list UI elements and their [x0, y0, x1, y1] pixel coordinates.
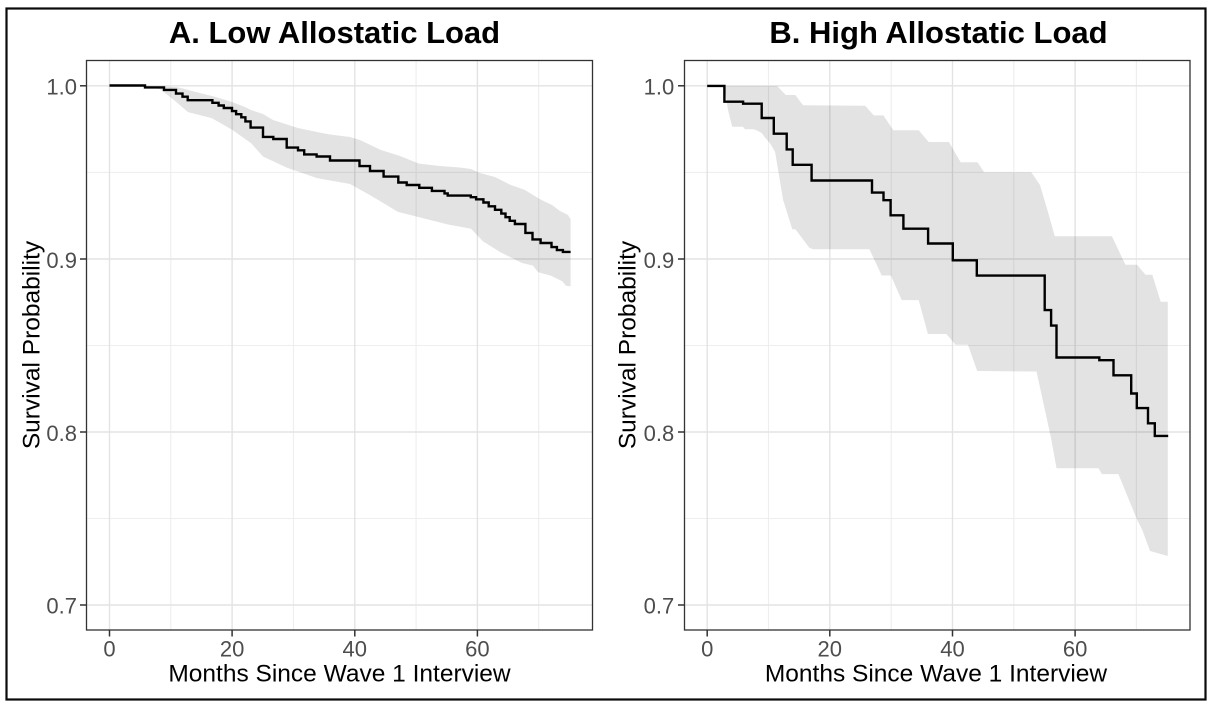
svg-text:20: 20 — [818, 637, 842, 662]
svg-text:Months Since Wave 1 Interview: Months Since Wave 1 Interview — [765, 661, 1108, 688]
svg-text:60: 60 — [1063, 637, 1087, 662]
svg-text:40: 40 — [940, 637, 964, 662]
svg-text:A. Low Allostatic Load: A. Low Allostatic Load — [169, 15, 500, 50]
svg-text:1.0: 1.0 — [46, 75, 77, 100]
svg-text:1.0: 1.0 — [644, 75, 675, 100]
svg-text:0: 0 — [701, 637, 713, 662]
svg-text:0.8: 0.8 — [644, 421, 675, 446]
svg-text:60: 60 — [465, 637, 489, 662]
svg-text:0.9: 0.9 — [46, 248, 77, 273]
svg-text:0.7: 0.7 — [644, 594, 675, 619]
svg-text:B. High Allostatic Load: B. High Allostatic Load — [769, 15, 1107, 50]
svg-text:0.8: 0.8 — [46, 421, 77, 446]
svg-text:0.9: 0.9 — [644, 248, 675, 273]
svg-text:40: 40 — [343, 637, 367, 662]
svg-text:0: 0 — [103, 637, 115, 662]
svg-text:0.7: 0.7 — [46, 594, 77, 619]
svg-text:Survival Probability: Survival Probability — [615, 240, 642, 449]
svg-text:Survival Probability: Survival Probability — [19, 240, 46, 449]
svg-text:20: 20 — [220, 637, 244, 662]
svg-text:Months Since Wave 1 Interview: Months Since Wave 1 Interview — [168, 661, 511, 688]
